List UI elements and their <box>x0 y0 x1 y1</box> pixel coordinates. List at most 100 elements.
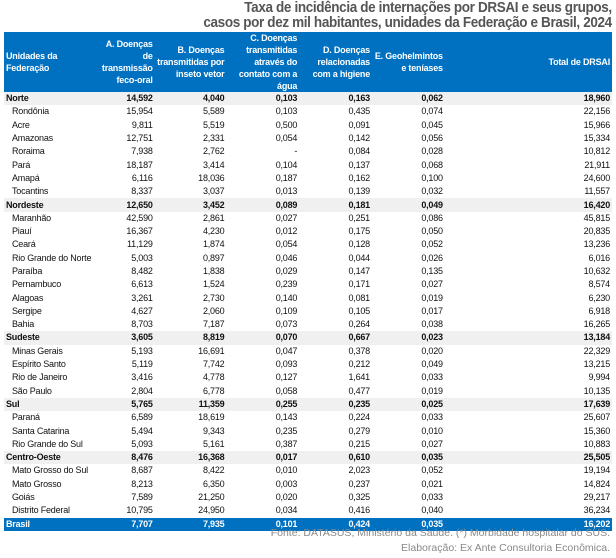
table-row: Rondônia 15,954 5,589 0,103 0,435 0,074 22,156 <box>4 105 612 118</box>
cell-value: 0,023 <box>372 331 445 345</box>
cell-value: 0,171 <box>348 279 370 290</box>
cell-value: 0,054 <box>275 239 298 250</box>
cell-value: 13,184 <box>444 331 612 345</box>
cell-value: 22,156 <box>583 106 611 117</box>
cell-value: 2,023 <box>348 465 370 476</box>
cell-value: 15,966 <box>583 119 611 130</box>
cell-value: 0,070 <box>226 331 300 345</box>
cell-value: 14,824 <box>583 478 611 489</box>
row-label: Ceará <box>12 239 36 250</box>
cell-value: 0,424 <box>299 517 372 531</box>
row-label: Pernambuco <box>12 279 62 290</box>
row-label: Piauí <box>12 226 32 237</box>
cell-value: 0,033 <box>421 412 443 423</box>
cell-value: 0,017 <box>421 305 443 316</box>
row-label: Sergipe <box>12 305 42 316</box>
cell-value: 6,589 <box>131 412 153 423</box>
cell-value: 11,359 <box>154 397 227 412</box>
table-row: Ceará 11,129 1,874 0,054 0,128 0,052 13,236 <box>4 238 612 251</box>
cell-value: 5,119 <box>131 359 153 370</box>
row-label: Mato Grosso <box>12 478 62 489</box>
row-label: Sul <box>4 397 100 412</box>
cell-value: 8,213 <box>131 478 153 489</box>
cell-value: 12,751 <box>126 133 153 144</box>
cell-value: 0,050 <box>421 226 443 237</box>
cell-value: 15,954 <box>126 106 153 117</box>
title-line-1: Taxa de incidência de internações por DR… <box>244 0 613 16</box>
cell-value: 19,194 <box>583 465 611 476</box>
cell-value: 10,795 <box>126 505 153 516</box>
cell-value: 9,343 <box>202 425 225 436</box>
cell-value: 36,234 <box>583 505 611 516</box>
cell-value: 2,861 <box>202 212 225 223</box>
cell-value: 16,420 <box>444 198 612 212</box>
cell-value: 6,016 <box>588 252 610 263</box>
cell-value: 0,073 <box>275 319 298 330</box>
cell-value: 0,239 <box>275 279 298 290</box>
cell-value: 0,046 <box>275 252 298 263</box>
cell-value: 0,224 <box>348 412 370 423</box>
cell-value: 3,261 <box>131 292 153 303</box>
cell-value: 0,142 <box>348 133 370 144</box>
cell-value: 24,950 <box>198 505 225 516</box>
title-line-2: casos por dez mil habitantes, unidades d… <box>203 14 613 31</box>
cell-value: 0,147 <box>348 266 370 276</box>
cell-value: 0,068 <box>421 159 443 170</box>
row-label: Paraná <box>12 412 40 423</box>
region-row: Centro-Oeste 8,476 16,368 0,017 0,610 0,035 25… <box>4 451 612 465</box>
cell-value: 0,140 <box>275 292 298 303</box>
cell-value: 18,960 <box>444 92 612 106</box>
cell-value: 21,250 <box>198 492 225 503</box>
row-label: Espírito Santo <box>12 359 66 370</box>
cell-value: 0,056 <box>421 133 443 144</box>
cell-value: 0,019 <box>421 385 443 396</box>
table-row: Distrito Federal 10,795 24,950 0,034 0,416 0,… <box>4 504 612 517</box>
cell-value: 2,762 <box>202 146 225 157</box>
cell-value: 20,835 <box>583 226 611 237</box>
cell-value: 0,091 <box>348 119 370 130</box>
cell-value: 18,187 <box>126 159 153 170</box>
cell-value: 0,040 <box>421 505 443 516</box>
cell-value: 5,093 <box>131 438 153 449</box>
cell-value: 0,033 <box>421 492 443 503</box>
cell-value: 5,003 <box>131 252 153 263</box>
table-row: Pará 18,187 3,414 0,104 0,137 0,068 21,911 <box>4 158 612 171</box>
cell-value: 5,193 <box>131 345 153 356</box>
cell-value: 0,047 <box>275 345 298 356</box>
cell-value: 0,235 <box>275 425 298 436</box>
cell-value: 0,175 <box>348 226 370 237</box>
table-row: Rio de Janeiro 3,416 4,778 0,127 1,641 0,033 9… <box>4 371 612 384</box>
cell-value: 0,052 <box>421 465 443 476</box>
cell-value: - <box>294 146 298 157</box>
row-label: Roraima <box>12 146 45 157</box>
row-label: Paraíba <box>12 266 43 276</box>
row-label: Amapá <box>12 172 40 183</box>
footer-source: Fonte: DATASUS, Ministério da Saúde. (*)… <box>270 527 610 539</box>
cell-value: 5,765 <box>99 397 155 412</box>
cell-value: 0,128 <box>348 239 370 250</box>
table-row: Espírito Santo 5,119 7,742 0,093 0,212 0,049 1… <box>4 358 612 371</box>
cell-value: 7,938 <box>131 146 153 157</box>
table-row: Mato Grosso 8,213 6,350 0,003 0,237 0,021 14,8… <box>4 478 612 491</box>
cell-value: 0,027 <box>421 438 443 449</box>
cell-value: 8,476 <box>99 451 155 465</box>
cell-value: 1,641 <box>348 372 370 383</box>
row-label: Brasil <box>4 517 100 531</box>
cell-value: 0,010 <box>421 425 443 436</box>
cell-value: 45,815 <box>583 212 611 223</box>
cell-value: 0,103 <box>226 92 300 106</box>
row-label: Nordeste <box>4 198 100 212</box>
cell-value: 0,235 <box>299 397 372 412</box>
cell-value: 15,360 <box>583 425 611 436</box>
cell-value: 10,135 <box>583 385 611 396</box>
cell-value: 0,084 <box>348 146 370 157</box>
cell-value: 0,045 <box>421 119 443 130</box>
table-row: Pernambuco 6,613 1,524 0,239 0,171 0,027 8,574 <box>4 278 612 291</box>
cell-value: 0,181 <box>299 198 372 212</box>
cell-value: 10,632 <box>583 266 611 276</box>
cell-value: 0,187 <box>275 172 298 183</box>
cell-value: 16,691 <box>198 345 225 356</box>
cell-value: 0,003 <box>275 478 298 489</box>
cell-value: 0,062 <box>372 92 445 106</box>
table-row: Rio Grande do Sul 5,093 5,161 0,387 0,215 0,0… <box>4 438 612 451</box>
